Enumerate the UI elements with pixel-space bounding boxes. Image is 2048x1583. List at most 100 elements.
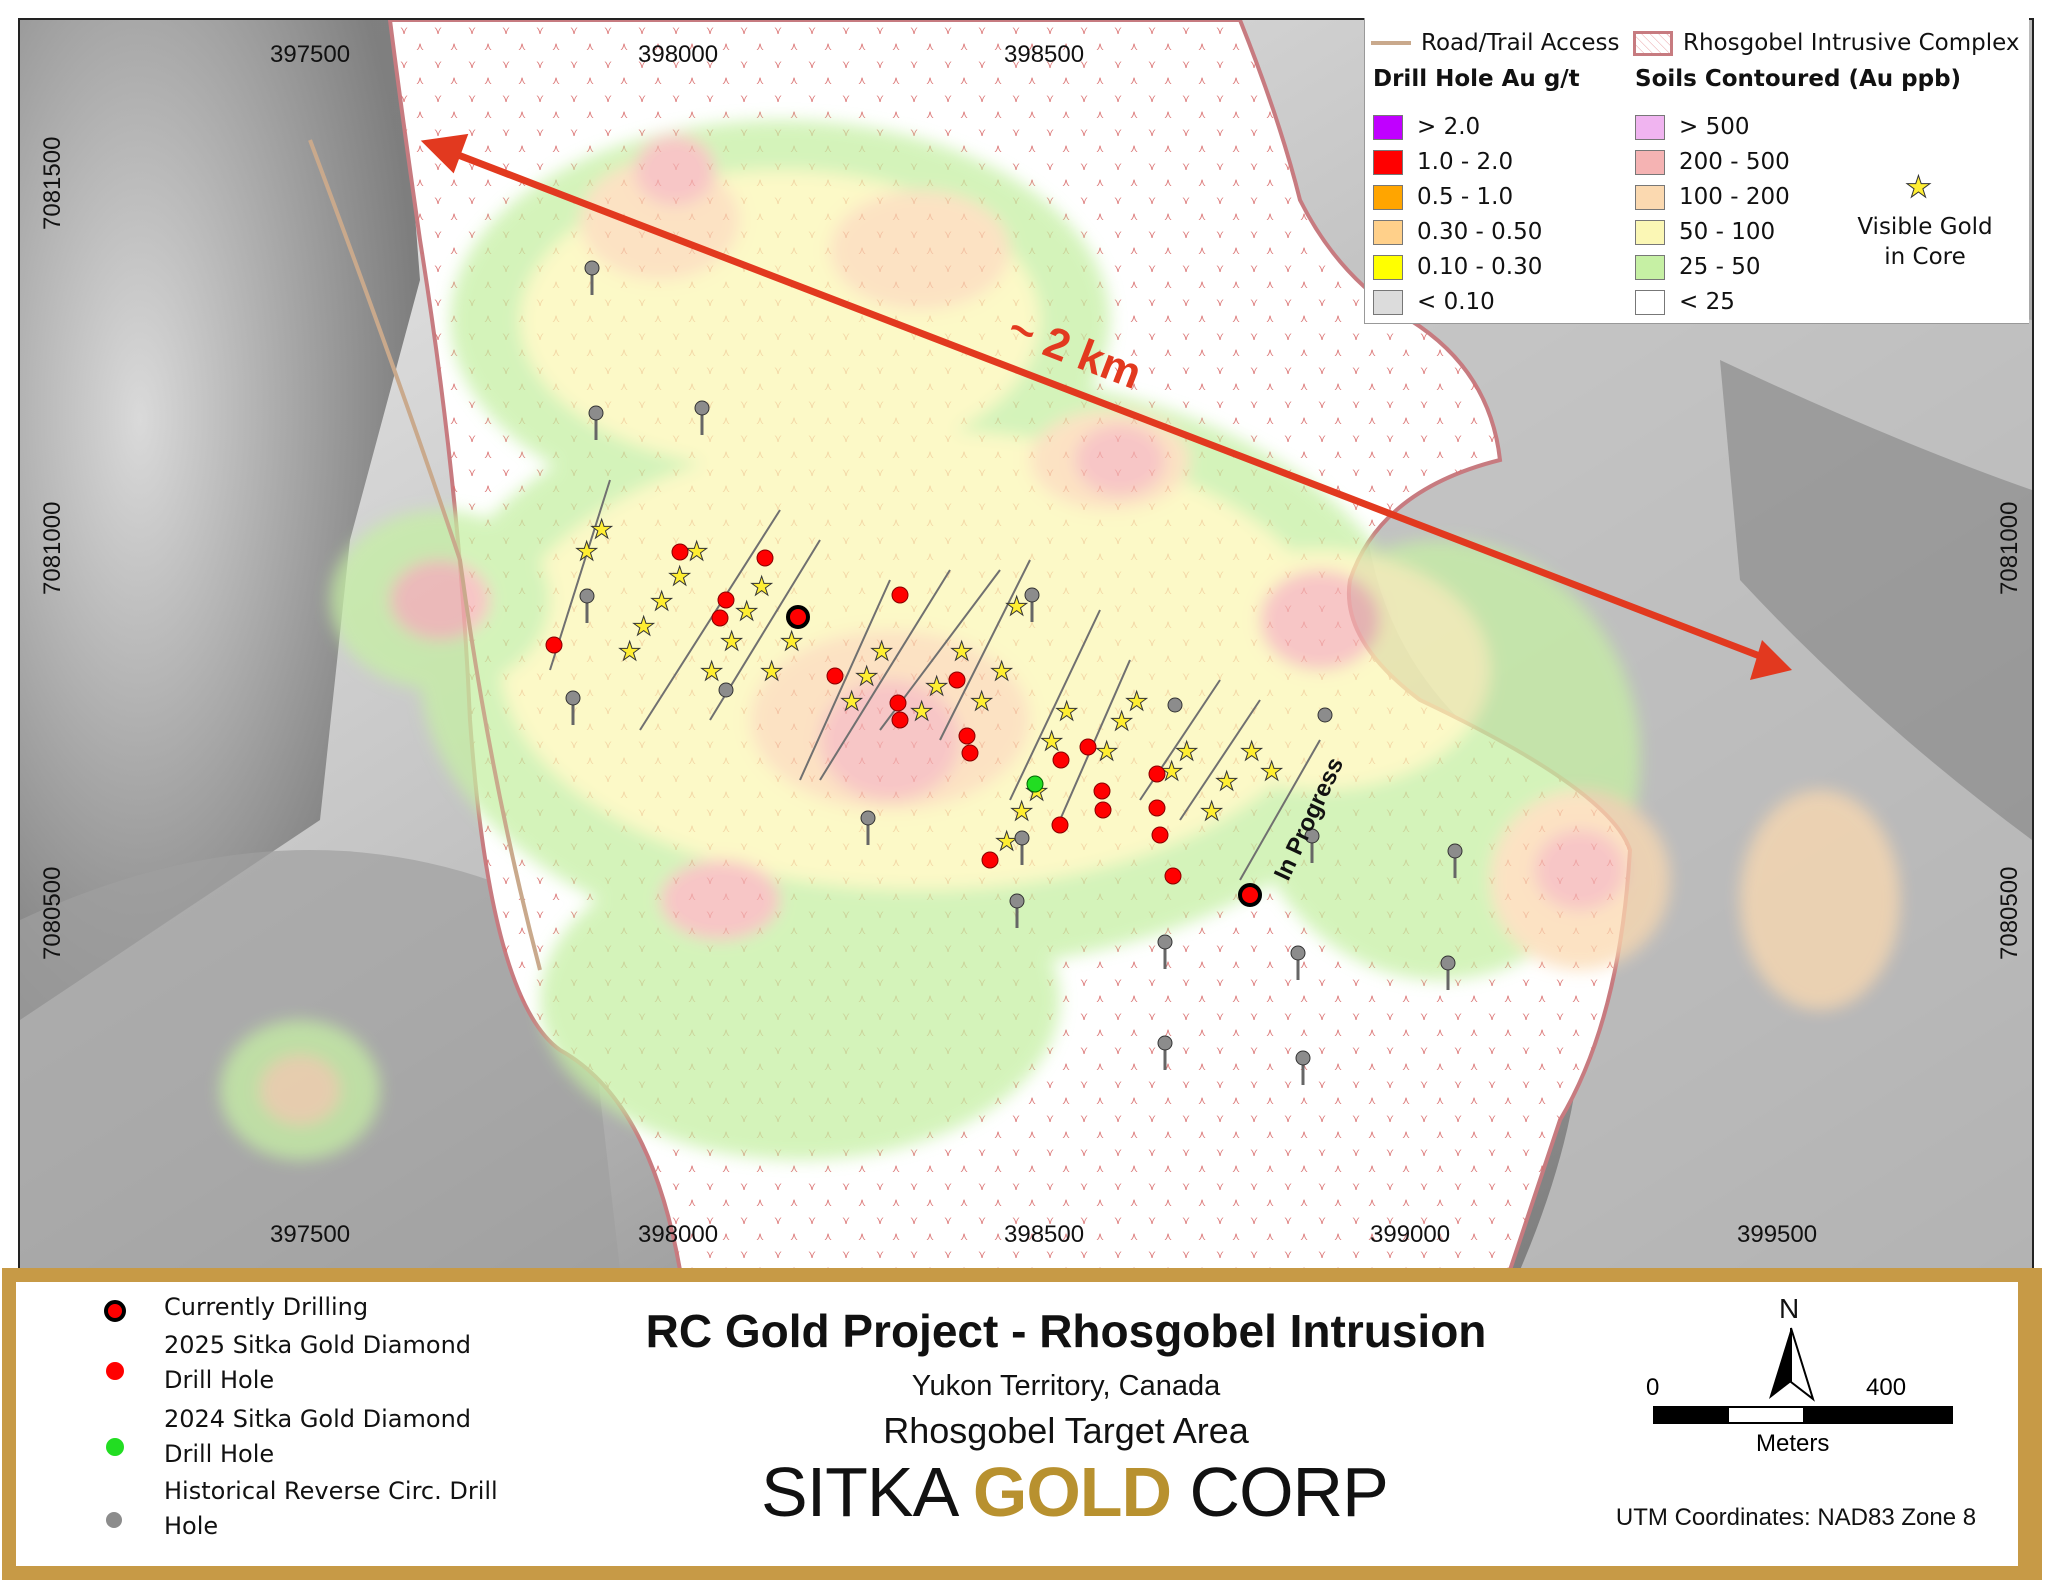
y-label-left-2: 7081000 bbox=[39, 502, 66, 595]
x-label-bottom-5: 399500 bbox=[1737, 1221, 1817, 1248]
drill-swatch-6 bbox=[1373, 289, 1403, 315]
legend-soil-item: 100 - 200 bbox=[1635, 184, 1790, 210]
north-arrow-icon: N bbox=[1769, 1294, 1815, 1402]
x-label-top-3: 398500 bbox=[1004, 41, 1084, 68]
drill-swatch-3 bbox=[1373, 184, 1403, 210]
x-label-bottom-2: 398000 bbox=[638, 1221, 718, 1248]
drill-label-4: 0.30 - 0.50 bbox=[1417, 219, 1543, 245]
legend-intrusive-label: Rhosgobel Intrusive Complex bbox=[1683, 30, 2020, 56]
svg-text:★: ★ bbox=[650, 587, 673, 617]
drill-hole-2024 bbox=[1026, 775, 1044, 793]
legend-soil-item: 200 - 500 bbox=[1635, 149, 1790, 175]
svg-text:★: ★ bbox=[735, 597, 758, 627]
map-canvas: ⋎ ⋏ bbox=[20, 20, 2032, 1270]
svg-text:★: ★ bbox=[1010, 797, 1033, 827]
legend-2024-line1: 2024 Sitka Gold Diamond bbox=[164, 1405, 472, 1433]
svg-text:★: ★ bbox=[750, 572, 773, 602]
svg-text:★: ★ bbox=[685, 537, 708, 567]
coord-right: 7081000 7080500 bbox=[1996, 502, 2023, 960]
svg-text:★: ★ bbox=[925, 672, 948, 702]
y-label-left-1: 7081500 bbox=[39, 137, 66, 230]
sitka-2024-hole-icon bbox=[106, 1438, 124, 1456]
legend-drill-item: < 0.10 bbox=[1373, 289, 1495, 315]
svg-text:★: ★ bbox=[700, 657, 723, 687]
x-label-top-2: 398000 bbox=[638, 41, 718, 68]
north-label: N bbox=[1779, 1294, 1799, 1324]
drill-label-6: < 0.10 bbox=[1417, 289, 1495, 315]
coord-bottom: 397500 398000 398500 399000 399500 bbox=[270, 1221, 1817, 1248]
map-subtitle-location: Yukon Territory, Canada bbox=[911, 1370, 1221, 1402]
legend-soils-header: Soils Contoured (Au ppb) bbox=[1635, 66, 1962, 92]
svg-text:★: ★ bbox=[632, 612, 655, 642]
title-panel-inner: Currently Drilling 2025 Sitka Gold Diamo… bbox=[16, 1282, 2018, 1566]
legend-2025-hole: 2025 Sitka Gold Diamond Drill Hole bbox=[164, 1328, 471, 1398]
legend-road-label: Road/Trail Access bbox=[1421, 30, 1620, 56]
road-line-swatch bbox=[1371, 41, 1411, 45]
y-label-left-3: 7080500 bbox=[39, 867, 66, 960]
legend-drill-header: Drill Hole Au g/t bbox=[1373, 66, 1580, 92]
hillshade-left-slope bbox=[20, 20, 420, 1020]
svg-text:★: ★ bbox=[1125, 687, 1148, 717]
legend-drill-item: 1.0 - 2.0 bbox=[1373, 149, 1513, 175]
visible-gold-stars: ★★★ ★★★ ★★★ ★★★ ★★★ ★★★ ★★★ ★★★ ★★★ ★★★ … bbox=[575, 515, 1284, 858]
legend-road: Road/Trail Access bbox=[1371, 30, 1620, 56]
legend-historical-line2: Hole bbox=[164, 1512, 219, 1540]
currently-drilling-holes bbox=[786, 605, 1262, 907]
map-subtitle-target: Rhosgobel Target Area bbox=[883, 1410, 1249, 1451]
drill-swatch-2 bbox=[1373, 149, 1403, 175]
legend-drill-item: 0.30 - 0.50 bbox=[1373, 219, 1542, 245]
soil-label-3: 100 - 200 bbox=[1679, 184, 1790, 210]
soil-swatch-1 bbox=[1635, 114, 1665, 140]
soil-swatch-5 bbox=[1635, 254, 1665, 280]
svg-text:★: ★ bbox=[1260, 757, 1283, 787]
visible-gold-label: Visible Gold in Core bbox=[1835, 212, 2015, 272]
intrusive-swatch bbox=[1633, 30, 1673, 56]
legend-soil-item: < 25 bbox=[1635, 289, 1735, 315]
svg-text:★: ★ bbox=[995, 827, 1018, 857]
scale-start-label: 0 bbox=[1646, 1374, 1660, 1401]
drill-swatch-4 bbox=[1373, 219, 1403, 245]
visible-gold-line2: in Core bbox=[1884, 244, 1966, 270]
legend-2024-hole: 2024 Sitka Gold Diamond Drill Hole bbox=[164, 1402, 471, 1472]
x-label-bottom-4: 399000 bbox=[1370, 1221, 1450, 1248]
soil-swatch-2 bbox=[1635, 149, 1665, 175]
drill-swatch-5 bbox=[1373, 254, 1403, 280]
svg-text:★: ★ bbox=[1215, 767, 1238, 797]
legend-currently-drilling-label: Currently Drilling bbox=[164, 1293, 369, 1321]
scale-unit-label: Meters bbox=[1756, 1430, 1830, 1457]
svg-text:★: ★ bbox=[1110, 707, 1133, 737]
soil-swatch-3 bbox=[1635, 184, 1665, 210]
soil-label-2: 200 - 500 bbox=[1679, 149, 1790, 175]
svg-text:★: ★ bbox=[590, 515, 613, 545]
logo-corp: CORP bbox=[1171, 1453, 1389, 1531]
legend-drill-item: 0.5 - 1.0 bbox=[1373, 184, 1513, 210]
road-trail bbox=[308, 139, 542, 971]
scale-seg-2 bbox=[1729, 1408, 1803, 1422]
soil-label-4: 50 - 100 bbox=[1679, 219, 1776, 245]
legend-currently-drilling: Currently Drilling bbox=[164, 1290, 368, 1325]
legend-soil-item: 25 - 50 bbox=[1635, 254, 1760, 280]
x-label-top-1: 397500 bbox=[270, 41, 350, 68]
legend-soil-item: 50 - 100 bbox=[1635, 219, 1775, 245]
map-frame: ⋎ ⋏ bbox=[18, 18, 2034, 1272]
svg-text:★: ★ bbox=[720, 627, 743, 657]
legend-historical-line1: Historical Reverse Circ. Drill bbox=[164, 1477, 498, 1505]
logo-gold: GOLD bbox=[972, 1453, 1172, 1531]
scale-seg-1 bbox=[1655, 1408, 1729, 1422]
soil-label-6: < 25 bbox=[1679, 289, 1735, 315]
legend-drill-item: 0.10 - 0.30 bbox=[1373, 254, 1542, 280]
svg-text:★: ★ bbox=[1095, 737, 1118, 767]
historical-hole-markers bbox=[565, 260, 1463, 1066]
legend-2025-line1: 2025 Sitka Gold Diamond bbox=[164, 1331, 472, 1359]
y-label-right-2: 7080500 bbox=[1996, 867, 2023, 960]
company-logo: SITKA GOLD CORP bbox=[761, 1452, 1389, 1532]
visible-gold-line1: Visible Gold bbox=[1857, 214, 1993, 240]
x-label-bottom-1: 397500 bbox=[270, 1221, 350, 1248]
svg-text:★: ★ bbox=[855, 662, 878, 692]
drill-label-2: 1.0 - 2.0 bbox=[1417, 149, 1514, 175]
soil-contours bbox=[220, 120, 1900, 1160]
svg-text:★: ★ bbox=[840, 687, 863, 717]
historical-hole-icon bbox=[106, 1512, 122, 1528]
coord-left: 7081500 7081000 7080500 bbox=[39, 137, 66, 960]
hillshade-right-ridge bbox=[1720, 360, 2032, 840]
